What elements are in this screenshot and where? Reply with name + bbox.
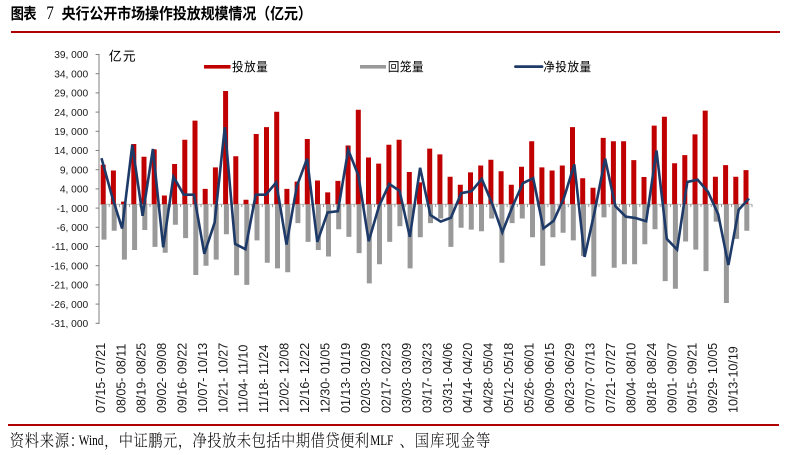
svg-text:08/05- 08/11: 08/05- 08/11	[114, 344, 128, 413]
svg-text:04/14- 04/20: 04/14- 04/20	[461, 343, 475, 413]
svg-text:02/17- 02/23: 02/17- 02/23	[380, 343, 394, 413]
svg-text:03/31- 04/06: 03/31- 04/06	[441, 343, 455, 413]
svg-text:12/30- 01/05: 12/30- 01/05	[318, 343, 332, 413]
svg-text:07/15- 07/21: 07/15- 07/21	[94, 343, 108, 413]
svg-text:06/23- 06/29: 06/23- 06/29	[563, 343, 577, 413]
svg-text:07/21- 07/27: 07/21- 07/27	[604, 343, 618, 413]
svg-text:08/04- 08/10: 08/04- 08/10	[625, 343, 639, 413]
svg-text:06/09- 06/15: 06/09- 06/15	[543, 343, 557, 413]
svg-text:-31, 000: -31, 000	[51, 319, 89, 330]
svg-text:-1, 000: -1, 000	[56, 204, 88, 215]
svg-text:-21, 000: -21, 000	[51, 281, 89, 292]
svg-text:10/21- 10/27: 10/21- 10/27	[216, 343, 230, 413]
svg-text:19, 000: 19, 000	[54, 127, 88, 138]
svg-text:29, 000: 29, 000	[54, 89, 88, 100]
svg-text:14, 000: 14, 000	[54, 146, 88, 157]
svg-text:4, 000: 4, 000	[60, 185, 89, 196]
svg-text:12/02- 12/08: 12/02- 12/08	[278, 343, 292, 413]
svg-text:05/26- 06/01: 05/26- 06/01	[522, 343, 536, 413]
svg-text:34, 000: 34, 000	[54, 69, 88, 80]
svg-text:10/07- 10/13: 10/07- 10/13	[196, 343, 210, 413]
svg-text:9, 000: 9, 000	[60, 165, 89, 176]
svg-text:24, 000: 24, 000	[54, 108, 88, 119]
svg-text:Wind: Wind	[79, 432, 104, 449]
svg-text:08/19- 08/25: 08/19- 08/25	[135, 343, 149, 413]
svg-text:10/13-10/19: 10/13-10/19	[727, 346, 741, 413]
svg-text:04/28- 05/04: 04/28- 05/04	[482, 343, 496, 413]
svg-text:02/03- 02/09: 02/03- 02/09	[359, 343, 373, 413]
svg-text:12/16- 12/22: 12/16- 12/22	[298, 343, 312, 413]
svg-text:03/17- 03/23: 03/17- 03/23	[420, 343, 434, 413]
svg-text:11/18- 11/24: 11/18- 11/24	[257, 345, 271, 413]
svg-text:09/15- 09/21: 09/15- 09/21	[686, 343, 700, 413]
svg-text:09/16- 09/22: 09/16- 09/22	[176, 343, 190, 413]
svg-text:09/29- 10/05: 09/29- 10/05	[706, 343, 720, 413]
svg-text:-16, 000: -16, 000	[51, 261, 89, 272]
svg-text:03/03- 03/09: 03/03- 03/09	[400, 343, 414, 413]
svg-text:09/01- 09/07: 09/01- 09/07	[665, 343, 679, 413]
svg-text:09/02- 09/08: 09/02- 09/08	[155, 343, 169, 413]
svg-text:-6, 000: -6, 000	[56, 223, 88, 234]
svg-text:11/04- 11/10: 11/04- 11/10	[237, 345, 251, 413]
svg-text:-26, 000: -26, 000	[51, 300, 89, 311]
svg-text:08/18- 08/24: 08/18- 08/24	[645, 343, 659, 413]
svg-text:07/07- 07/13: 07/07- 07/13	[584, 343, 598, 413]
svg-text:7: 7	[46, 3, 54, 24]
svg-text:05/12- 05/18: 05/12- 05/18	[502, 343, 516, 413]
svg-text:MLF: MLF	[370, 432, 393, 449]
svg-text:01/13- 01/19: 01/13- 01/19	[339, 343, 353, 413]
svg-text:39, 000: 39, 000	[54, 50, 88, 61]
svg-text:-11, 000: -11, 000	[52, 242, 89, 253]
